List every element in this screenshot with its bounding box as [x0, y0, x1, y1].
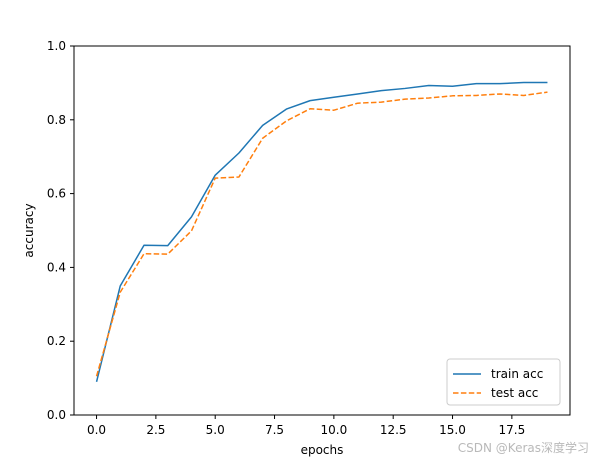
x-tick-label: 5.0 — [206, 423, 225, 437]
x-tick-label: 0.0 — [87, 423, 106, 437]
y-tick-label: 0.2 — [47, 334, 66, 348]
y-axis-ticks: 0.0 0.2 0.4 0.6 0.8 1.0 — [47, 39, 74, 422]
y-tick-label: 0.6 — [47, 187, 66, 201]
legend-label: train acc — [491, 367, 543, 381]
x-axis-ticks: 0.0 2.5 5.0 7.5 10.0 12.5 15.0 17.5 — [87, 415, 525, 437]
series-layer — [95, 81, 548, 382]
x-tick-label: 7.5 — [265, 423, 284, 437]
x-tick-label: 17.5 — [498, 423, 525, 437]
plot-area — [74, 46, 570, 415]
x-tick-label: 12.5 — [380, 423, 407, 437]
x-tick-label: 15.0 — [439, 423, 466, 437]
y-tick-label: 0.0 — [47, 408, 66, 422]
x-tick-label: 10.0 — [321, 423, 348, 437]
legend: train acc test acc — [446, 358, 561, 406]
y-tick-label: 1.0 — [47, 39, 66, 53]
x-tick-label: 2.5 — [146, 423, 165, 437]
watermark: CSDN @Keras深度学习 — [457, 441, 589, 455]
y-axis-label: accuracy — [22, 203, 36, 257]
y-tick-label: 0.8 — [47, 113, 66, 127]
legend-box — [446, 358, 561, 406]
test-acc-line — [95, 91, 548, 377]
y-tick-label: 0.4 — [47, 260, 66, 274]
legend-label: test acc — [491, 386, 538, 400]
plot-frame — [73, 45, 571, 416]
train-acc-line — [95, 81, 548, 382]
x-axis-label: epochs — [301, 443, 344, 457]
